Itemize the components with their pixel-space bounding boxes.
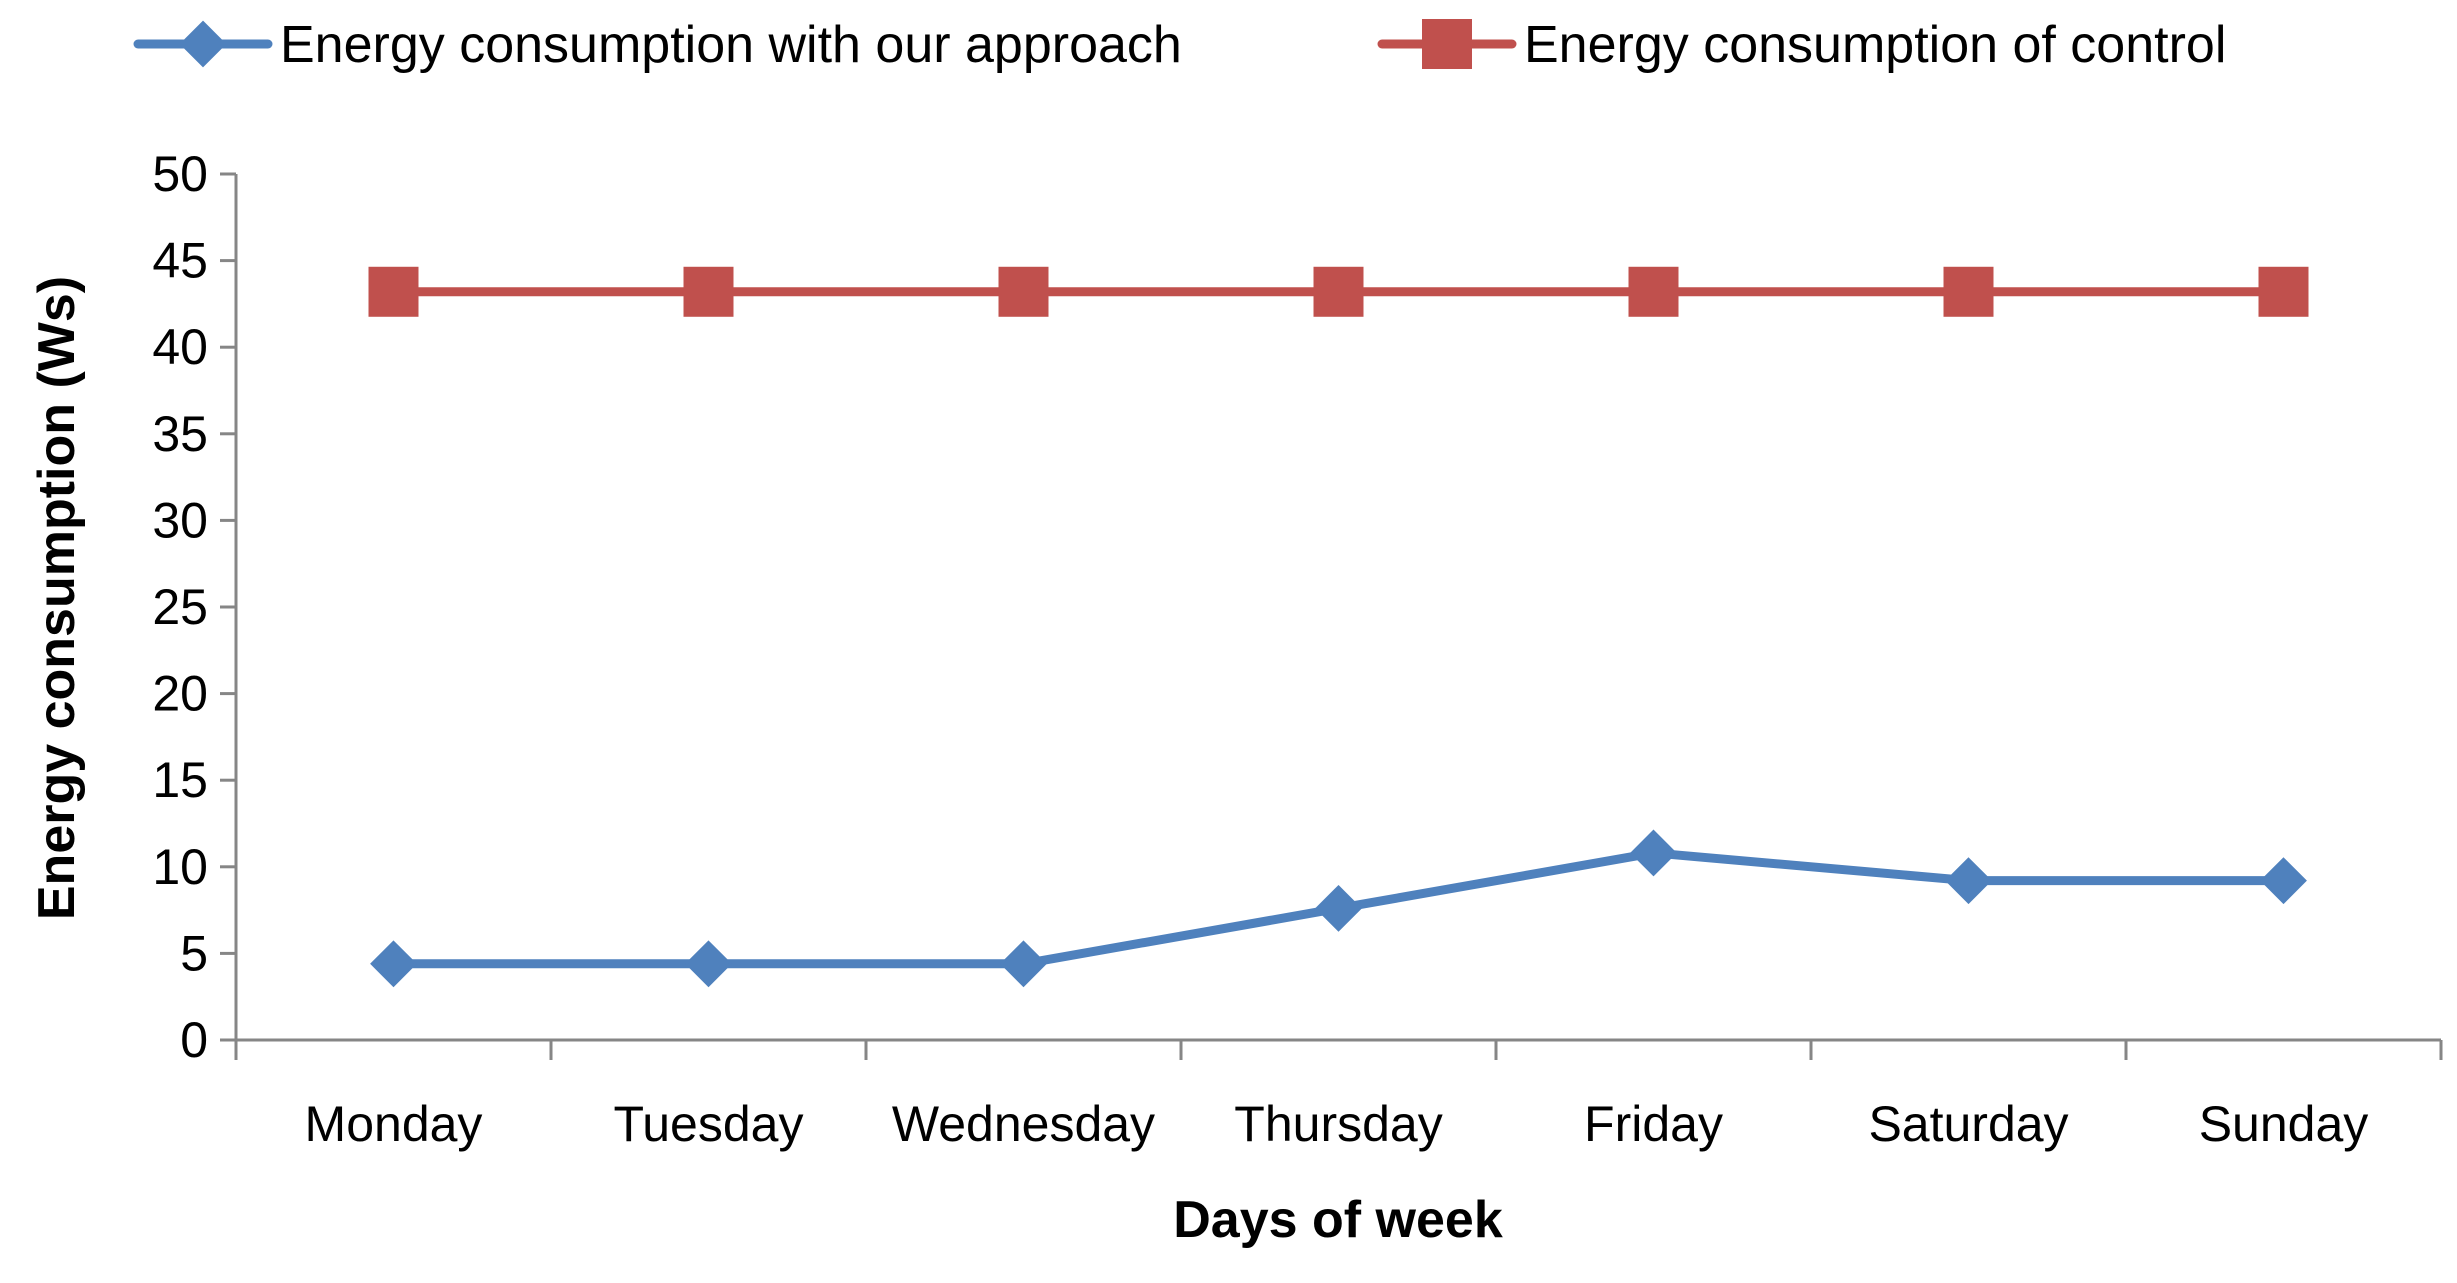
x-axis: Monday Tuesday Wednesday Thursday Friday Satu…: [234, 1038, 2443, 1152]
y-tick-label: 30: [152, 492, 208, 548]
x-axis-title: Days of week: [1173, 1191, 1503, 1249]
x-tick-label: Saturday: [1868, 1096, 2068, 1152]
x-tick-label: Sunday: [2199, 1096, 2369, 1152]
series-1: [370, 829, 2307, 988]
y-tick-label: 5: [180, 925, 208, 981]
x-tick-label: Tuesday: [614, 1096, 804, 1152]
data-point: [1313, 266, 1364, 317]
data-point: [2258, 266, 2309, 317]
data-point: [2260, 857, 2307, 905]
data-point: [1000, 940, 1047, 988]
y-tick-label: 10: [152, 839, 208, 895]
x-tick-label: Thursday: [1234, 1096, 1442, 1152]
y-tick-label: 0: [180, 1012, 208, 1068]
y-axis-title: Energy consumption (Ws): [28, 276, 86, 920]
data-point: [998, 266, 1049, 317]
y-tick-label: 40: [152, 319, 208, 375]
data-point: [1945, 857, 1992, 905]
data-point: [685, 940, 732, 988]
data-point: [683, 266, 734, 317]
data-point: [1315, 884, 1362, 932]
legend-label: Energy consumption of control: [1524, 16, 2226, 74]
x-tick-label: Wednesday: [892, 1096, 1155, 1152]
x-tick-label: Friday: [1584, 1096, 1723, 1152]
legend-swatch-marker: [1422, 19, 1472, 69]
series-2: [368, 266, 2309, 317]
y-tick-label: 50: [152, 146, 208, 202]
y-tick-label: 45: [152, 233, 208, 289]
series-layer: [368, 266, 2309, 988]
y-tick-label: 15: [152, 752, 208, 808]
x-tick-label: Monday: [305, 1096, 483, 1152]
legend: Energy consumption with our approach Ener…: [133, 16, 2226, 74]
y-tick-label: 35: [152, 406, 208, 462]
data-point: [368, 266, 419, 317]
legend-item: Energy consumption of control: [1377, 16, 2226, 74]
y-axis: 0 5 10 15 20 25 30 35 40 45 50: [152, 146, 238, 1068]
y-tick-label: 25: [152, 579, 208, 635]
y-tick-label: 20: [152, 666, 208, 722]
legend-item: Energy consumption with our approach: [133, 16, 1182, 74]
data-point: [1943, 266, 1994, 317]
data-point: [370, 940, 417, 988]
data-point: [1628, 266, 1679, 317]
data-point: [1630, 829, 1677, 877]
legend-swatch-marker: [179, 20, 227, 68]
legend-label: Energy consumption with our approach: [280, 16, 1182, 74]
